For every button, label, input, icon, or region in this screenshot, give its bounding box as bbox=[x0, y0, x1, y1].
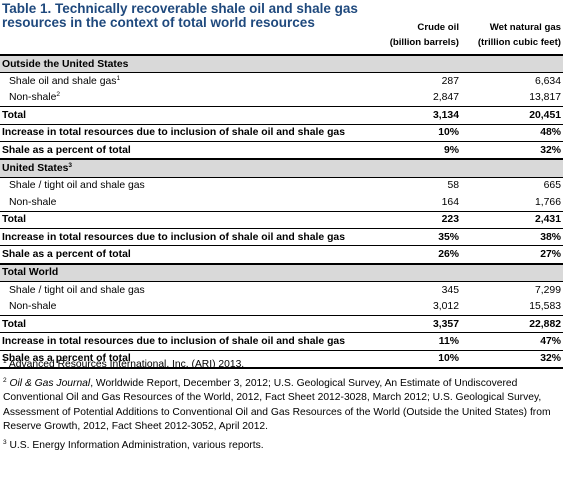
column-header-gas-unit: (trillion cubic feet) bbox=[477, 37, 561, 48]
resources-table: Outside the United States Shale oil and … bbox=[0, 54, 563, 370]
section-header-row: Outside the United States bbox=[0, 54, 563, 74]
row-footnote: 2 bbox=[56, 91, 60, 99]
cell-gas: 6,634 bbox=[534, 76, 561, 88]
table-row: Shale / tight oil and shale gas 58 665 bbox=[0, 177, 563, 194]
row-label: Shale as a percent of total bbox=[0, 245, 363, 264]
cell-oil: 26% bbox=[363, 245, 461, 264]
cell-gas: 38% bbox=[461, 227, 563, 246]
footnote-marker: 2 bbox=[3, 376, 7, 384]
table-row: Non-shale 3,012 15,583 bbox=[0, 298, 563, 315]
section-header-footnote: 3 bbox=[68, 162, 73, 170]
table-row-increase: Increase in total resources due to inclu… bbox=[0, 227, 563, 246]
row-footnote: 1 bbox=[116, 75, 121, 83]
footnote-text: U.S. Energy Information Administration, … bbox=[9, 439, 264, 451]
footnotes: 1 Advanced Resources International, Inc.… bbox=[3, 358, 558, 458]
cell-gas: 665 bbox=[543, 180, 561, 192]
row-label: Total bbox=[0, 314, 363, 333]
cell-gas: 7,299 bbox=[534, 284, 561, 296]
cell-oil: 35% bbox=[363, 227, 461, 246]
cell-gas: 48% bbox=[461, 123, 563, 142]
row-label: Shale / tight oil and shale gas bbox=[9, 284, 145, 296]
footnote-journal-title: Oil & Gas Journal bbox=[9, 377, 91, 389]
table-row-percent: Shale as a percent of total 9% 32% bbox=[0, 140, 563, 160]
footnote-text: Advanced Resources International, Inc. (… bbox=[8, 359, 245, 370]
cell-gas: 15,583 bbox=[529, 301, 561, 313]
cell-oil: 10% bbox=[363, 349, 461, 370]
footnote-3: 3 U.S. Energy Information Administration… bbox=[3, 439, 558, 454]
column-header-gas-name: Wet natural gas bbox=[489, 22, 561, 33]
cell-gas: 13,817 bbox=[529, 92, 561, 104]
cell-gas: 2,431 bbox=[461, 210, 563, 229]
column-header-crude-oil-name: Crude oil bbox=[417, 22, 459, 33]
footnote-marker: 1 bbox=[3, 358, 7, 365]
cell-oil: 287 bbox=[441, 76, 459, 88]
row-label-text: Non-shale bbox=[9, 92, 57, 104]
footnote-marker: 3 bbox=[3, 438, 7, 446]
cell-oil: 223 bbox=[363, 210, 461, 229]
row-label: Increase in total resources due to inclu… bbox=[0, 227, 363, 246]
row-label: Non-shale2 bbox=[0, 90, 363, 107]
row-label: Increase in total resources due to inclu… bbox=[0, 332, 363, 351]
section-header-text: Total World bbox=[2, 267, 59, 279]
table-row-total: Total 223 2,431 bbox=[0, 210, 563, 229]
footnote-text: , Worldwide Report, December 3, 2012; U.… bbox=[3, 377, 551, 433]
section-header-row: United States3 bbox=[0, 158, 563, 178]
row-label: Shale oil and shale gas1 bbox=[0, 73, 363, 90]
row-label: Shale / tight oil and shale gas bbox=[9, 180, 145, 192]
row-label: Shale as a percent of total bbox=[0, 349, 363, 370]
table-row: Non-shale2 2,847 13,817 bbox=[0, 90, 563, 107]
cell-gas: 32% bbox=[461, 349, 563, 370]
cell-gas: 47% bbox=[461, 332, 563, 351]
section-header: Total World bbox=[0, 262, 563, 283]
cell-oil: 345 bbox=[441, 284, 459, 296]
cell-oil: 3,357 bbox=[363, 314, 461, 333]
cell-gas: 27% bbox=[461, 245, 563, 264]
row-label: Non-shale bbox=[9, 196, 57, 208]
section-header: United States3 bbox=[0, 158, 563, 178]
row-label: Increase in total resources due to inclu… bbox=[0, 123, 363, 142]
column-header-crude-oil: Crude oil (billion barrels) bbox=[370, 20, 459, 50]
table-row-percent: Shale as a percent of total 26% 27% bbox=[0, 245, 563, 264]
cell-oil: 2,847 bbox=[432, 92, 459, 104]
row-label: Non-shale bbox=[9, 301, 57, 313]
section-header-text: Outside the United States bbox=[2, 58, 129, 70]
cell-gas: 1,766 bbox=[534, 196, 561, 208]
cell-oil: 58 bbox=[447, 180, 459, 192]
section-header: Outside the United States bbox=[0, 54, 563, 74]
row-label: Total bbox=[0, 106, 363, 125]
table-row-increase: Increase in total resources due to inclu… bbox=[0, 332, 563, 351]
row-label-text: Shale oil and shale gas bbox=[9, 76, 117, 88]
cell-oil: 164 bbox=[441, 196, 459, 208]
row-label: Total bbox=[0, 210, 363, 229]
section-header-row: Total World bbox=[0, 262, 563, 283]
table-row-increase: Increase in total resources due to inclu… bbox=[0, 123, 563, 142]
cell-oil: 9% bbox=[363, 140, 461, 160]
cell-oil: 11% bbox=[363, 332, 461, 351]
cell-gas: 22,882 bbox=[461, 314, 563, 333]
section-header-text: United States bbox=[2, 163, 69, 175]
column-header-crude-oil-unit: (billion barrels) bbox=[389, 37, 459, 48]
cell-oil: 10% bbox=[363, 123, 461, 142]
table-row: Shale oil and shale gas1 287 6,634 bbox=[0, 73, 563, 90]
footnote-1: 1 Advanced Resources International, Inc.… bbox=[3, 358, 558, 373]
cell-oil: 3,134 bbox=[363, 106, 461, 125]
table-row: Non-shale 164 1,766 bbox=[0, 194, 563, 211]
cell-gas: 20,451 bbox=[461, 106, 563, 125]
table-row-total: Total 3,134 20,451 bbox=[0, 106, 563, 125]
footnote-2: 2 Oil & Gas Journal, Worldwide Report, D… bbox=[3, 377, 558, 435]
row-label: Shale as a percent of total bbox=[0, 140, 363, 160]
column-header-gas: Wet natural gas (trillion cubic feet) bbox=[470, 20, 561, 50]
table-title: Table 1. Technically recoverable shale o… bbox=[2, 1, 358, 30]
table-row-total: Total 3,357 22,882 bbox=[0, 314, 563, 333]
table-row: Shale / tight oil and shale gas 345 7,29… bbox=[0, 282, 563, 299]
table-row-percent: Shale as a percent of total 10% 32% bbox=[0, 349, 563, 370]
cell-oil: 3,012 bbox=[432, 301, 459, 313]
cell-gas: 32% bbox=[461, 140, 563, 160]
